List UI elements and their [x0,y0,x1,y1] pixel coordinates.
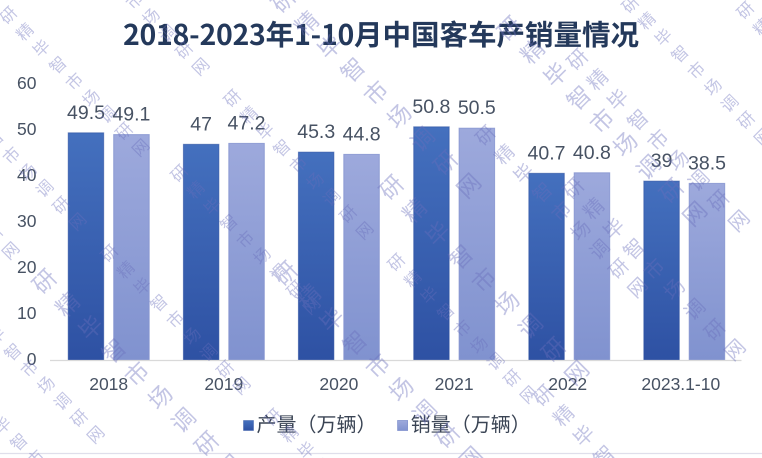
svg-text:2019: 2019 [204,374,243,394]
svg-text:50.8: 50.8 [412,96,450,118]
svg-text:2023.1-10: 2023.1-10 [641,374,720,394]
svg-text:40: 40 [17,165,37,185]
svg-text:30: 30 [17,211,37,231]
svg-text:47.2: 47.2 [228,112,266,134]
svg-text:60: 60 [17,73,37,93]
svg-text:40.8: 40.8 [573,142,611,164]
svg-text:49.1: 49.1 [112,104,150,126]
svg-text:38.5: 38.5 [688,152,726,174]
svg-text:50.5: 50.5 [458,97,496,119]
svg-text:2021: 2021 [435,374,474,394]
svg-text:2022: 2022 [548,374,587,394]
svg-text:45.3: 45.3 [297,121,335,143]
svg-text:40.7: 40.7 [528,142,566,164]
svg-text:0: 0 [27,349,37,369]
svg-text:50: 50 [17,119,37,139]
svg-text:44.8: 44.8 [343,123,381,145]
svg-text:2020: 2020 [319,374,358,394]
svg-text:10: 10 [17,303,37,323]
svg-text:2018: 2018 [89,374,128,394]
svg-text:49.5: 49.5 [67,102,105,124]
svg-text:20: 20 [17,257,37,277]
svg-text:47: 47 [190,113,212,135]
